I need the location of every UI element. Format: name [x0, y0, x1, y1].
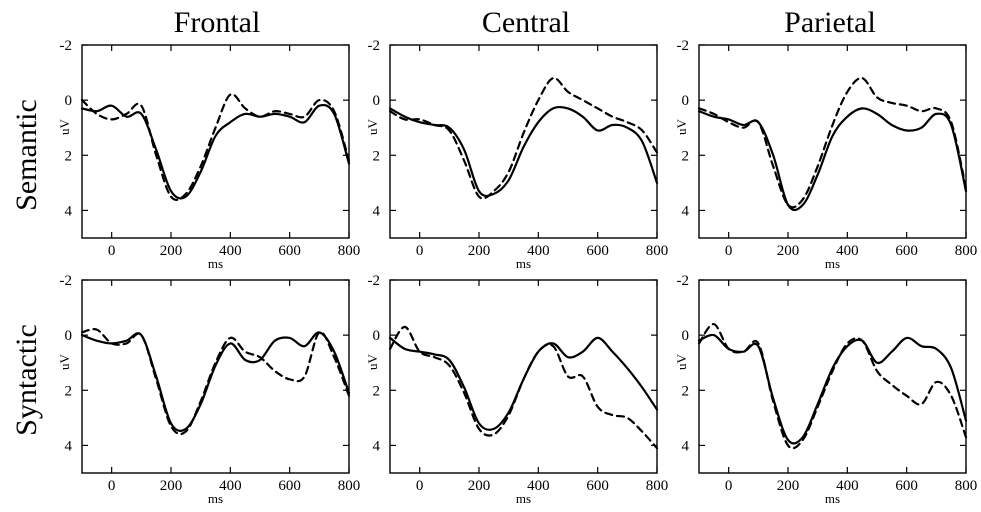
- y-tick-label: 2: [373, 383, 381, 399]
- y-tick-label: 4: [65, 203, 73, 219]
- y-tick-label: -2: [368, 38, 381, 54]
- x-tick-label: 800: [955, 478, 978, 494]
- y-axis-label: uV: [57, 353, 72, 370]
- series-line-dashed: [388, 76, 659, 200]
- y-tick-label: -2: [677, 273, 690, 289]
- x-tick-label: 600: [278, 478, 301, 494]
- series-line-solid: [697, 107, 968, 212]
- x-tick-label: 0: [416, 478, 424, 494]
- y-tick-label: 0: [682, 93, 690, 109]
- y-tick-label: 4: [65, 438, 73, 454]
- row-title-semantic: Semantic: [10, 99, 43, 211]
- x-tick-label: 600: [586, 478, 609, 494]
- x-tick-label: 400: [836, 478, 859, 494]
- x-tick-label: 400: [527, 478, 550, 494]
- x-tick-label: 600: [895, 243, 918, 259]
- x-tick-label: 600: [586, 243, 609, 259]
- x-tick-label: 800: [338, 478, 361, 494]
- column-title-central: Central: [482, 6, 570, 39]
- row-title-syntactic: Syntactic: [10, 324, 43, 436]
- y-tick-label: 2: [682, 148, 690, 164]
- x-axis-label: ms: [825, 491, 840, 506]
- x-axis-label: ms: [516, 256, 531, 271]
- y-axis-label: uV: [365, 118, 380, 135]
- x-tick-label: 0: [416, 243, 424, 259]
- x-axis-label: ms: [516, 491, 531, 506]
- series-line-solid: [80, 103, 351, 200]
- y-tick-label: 2: [65, 383, 73, 399]
- x-tick-label: 200: [160, 243, 183, 259]
- y-axis-label: uV: [674, 353, 689, 370]
- series-line-dashed: [80, 93, 351, 202]
- series-line-solid: [388, 105, 659, 198]
- x-tick-label: 0: [725, 478, 733, 494]
- panel-semantic-frontal: 0 200 400 600 800 -2 0 2 4 ms uV: [57, 38, 360, 271]
- series-line-solid: [80, 331, 351, 432]
- x-tick-label: 400: [527, 243, 550, 259]
- x-tick-label: 0: [725, 243, 733, 259]
- series-line-dashed: [388, 325, 659, 450]
- plot-frame: [698, 279, 967, 474]
- y-tick-label: -2: [60, 273, 73, 289]
- x-tick-label: 0: [108, 243, 116, 259]
- y-tick-label: 0: [65, 328, 73, 344]
- y-tick-label: 2: [65, 148, 73, 164]
- series-line-dashed: [697, 323, 968, 450]
- x-tick-label: 200: [777, 478, 800, 494]
- series-line-solid: [697, 333, 968, 445]
- x-tick-label: 0: [108, 478, 116, 494]
- x-tick-label: 800: [338, 243, 361, 259]
- panel-syntactic-parietal: 0 200 400 600 800 -2 0 2 4 ms uV: [674, 273, 977, 506]
- y-tick-label: 0: [373, 93, 381, 109]
- y-tick-label: 0: [65, 93, 73, 109]
- x-tick-label: 600: [895, 478, 918, 494]
- y-tick-label: 2: [682, 383, 690, 399]
- y-axis-label: uV: [365, 353, 380, 370]
- plot-frame: [389, 44, 658, 239]
- y-tick-label: -2: [677, 38, 690, 54]
- x-tick-label: 600: [278, 243, 301, 259]
- x-tick-label: 400: [219, 478, 242, 494]
- y-tick-label: 4: [373, 203, 381, 219]
- panel-syntactic-frontal: 0 200 400 600 800 -2 0 2 4 ms uV: [57, 273, 360, 506]
- x-tick-label: 200: [468, 243, 491, 259]
- y-tick-label: 0: [373, 328, 381, 344]
- x-tick-label: 400: [219, 243, 242, 259]
- y-tick-label: 4: [682, 203, 690, 219]
- x-axis-label: ms: [208, 491, 223, 506]
- y-axis-label: uV: [674, 118, 689, 135]
- y-tick-label: -2: [60, 38, 73, 54]
- x-axis-label: ms: [208, 256, 223, 271]
- x-tick-label: 200: [160, 478, 183, 494]
- y-axis-label: uV: [57, 118, 72, 135]
- column-title-frontal: Frontal: [174, 6, 261, 39]
- y-tick-label: 4: [373, 438, 381, 454]
- panel-syntactic-central: 0 200 400 600 800 -2 0 2 4 ms uV: [365, 273, 668, 506]
- x-tick-label: 800: [646, 243, 669, 259]
- plot-frame: [389, 279, 658, 474]
- column-title-parietal: Parietal: [784, 6, 876, 39]
- series-line-dashed: [697, 76, 968, 209]
- panel-semantic-parietal: 0 200 400 600 800 -2 0 2 4 ms uV: [674, 38, 977, 271]
- x-tick-label: 200: [468, 478, 491, 494]
- x-axis-label: ms: [825, 256, 840, 271]
- plot-frame: [81, 279, 350, 474]
- x-tick-label: 200: [777, 243, 800, 259]
- plot-frame: [698, 44, 967, 239]
- x-tick-label: 800: [955, 243, 978, 259]
- y-tick-label: 4: [682, 438, 690, 454]
- x-tick-label: 400: [836, 243, 859, 259]
- plot-frame: [81, 44, 350, 239]
- y-tick-label: 2: [373, 148, 381, 164]
- y-tick-label: -2: [368, 273, 381, 289]
- panel-semantic-central: 0 200 400 600 800 -2 0 2 4 ms uV: [365, 38, 668, 271]
- y-tick-label: 0: [682, 328, 690, 344]
- series-line-dashed: [80, 328, 351, 436]
- x-tick-label: 800: [646, 478, 669, 494]
